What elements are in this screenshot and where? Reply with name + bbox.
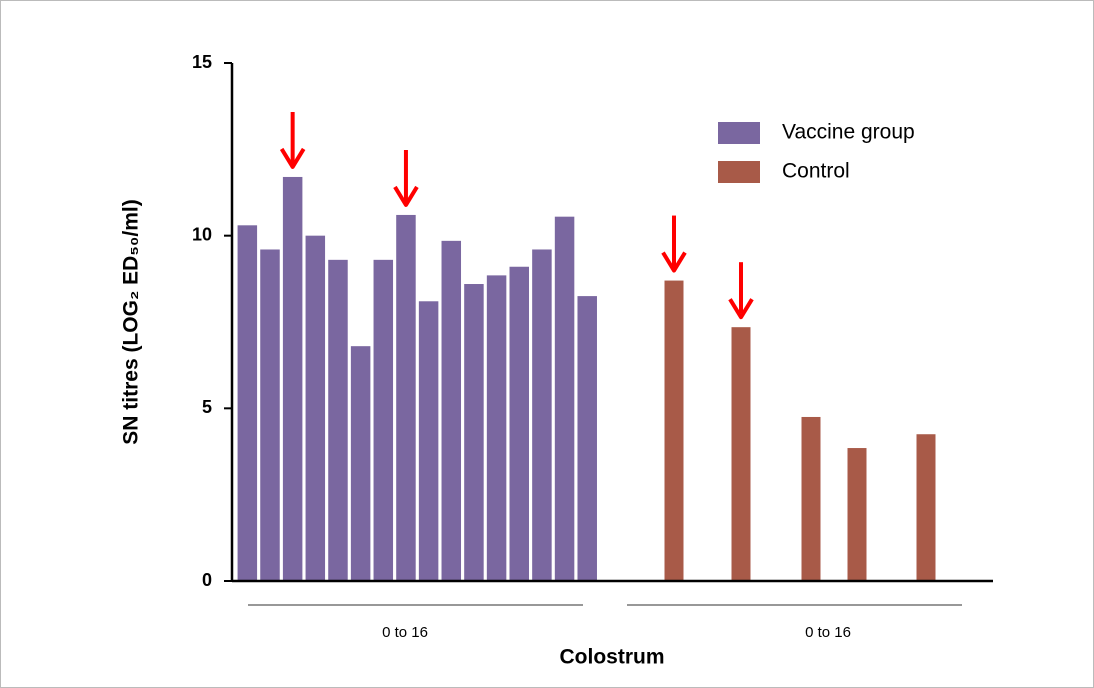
bar <box>554 216 575 581</box>
bar <box>486 275 507 581</box>
y-tick-label: 10 <box>192 224 212 244</box>
arrow-head <box>393 185 419 207</box>
legend-label: Control <box>782 160 850 183</box>
bar <box>464 284 484 581</box>
bar <box>373 259 394 581</box>
bar <box>305 235 326 581</box>
bar <box>350 346 371 581</box>
legend-swatch <box>718 161 760 183</box>
legend-label: Vaccine group <box>782 121 915 144</box>
bar <box>731 327 751 581</box>
bar <box>328 259 348 581</box>
x-axis-label: Colostrum <box>560 646 665 669</box>
legend-swatch <box>718 122 760 144</box>
bar <box>260 249 280 582</box>
y-axis-label: SN titres (LOG₂ ED₅₀/ml) <box>120 199 143 444</box>
bar <box>916 434 936 581</box>
bar <box>418 301 439 581</box>
bar <box>801 416 821 581</box>
y-tick-label: 15 <box>192 52 212 72</box>
bar <box>509 266 529 581</box>
group-label: 0 to 16 <box>805 624 851 641</box>
bar <box>396 214 416 582</box>
bar <box>237 225 258 581</box>
arrow-head <box>279 147 306 169</box>
bar <box>441 240 462 581</box>
bar <box>664 280 684 581</box>
bar <box>282 176 303 581</box>
arrow-head <box>661 251 687 273</box>
bar <box>577 296 597 581</box>
y-tick-label: 0 <box>202 570 212 590</box>
arrow-head <box>728 298 754 320</box>
bar <box>847 448 867 581</box>
group-label: 0 to 16 <box>382 624 428 641</box>
bar <box>532 249 552 582</box>
y-tick-label: 5 <box>202 397 212 417</box>
